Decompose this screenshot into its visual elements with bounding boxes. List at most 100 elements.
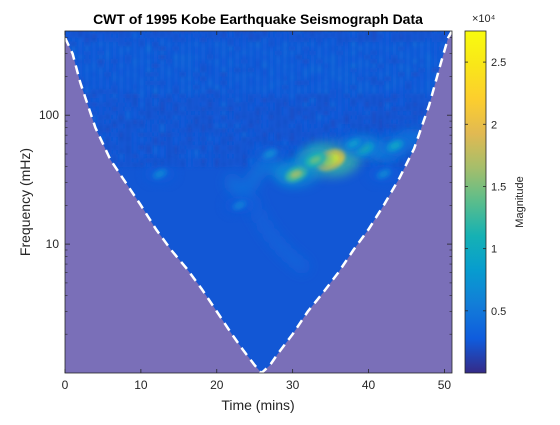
heatmap-cell (392, 93, 397, 99)
heatmap-cell (126, 123, 130, 129)
heatmap-cell (222, 31, 226, 34)
heatmap-cell (194, 127, 198, 133)
heatmap-cell (167, 97, 171, 103)
heatmap-cell (187, 41, 192, 47)
heatmap-cell (283, 84, 287, 90)
heatmap-cell (385, 76, 390, 81)
heatmap-cell (269, 132, 274, 137)
heatmap-cell (133, 101, 137, 107)
heatmap-cell (174, 114, 178, 120)
heatmap-cell (153, 144, 157, 150)
heatmap-cell (351, 50, 356, 55)
heatmap-cell (372, 71, 376, 77)
heatmap-cell (99, 32, 103, 38)
heatmap-cell (215, 119, 219, 124)
heatmap-cell (133, 67, 137, 73)
heatmap-cell (263, 67, 267, 73)
heatmap-cell (426, 88, 431, 94)
heatmap-cell (399, 37, 403, 43)
heatmap-cell (392, 63, 397, 68)
heatmap-cell (297, 54, 301, 60)
heatmap-cell (92, 97, 96, 103)
heatmap-cell (140, 101, 144, 107)
heatmap-cell (112, 114, 117, 120)
heatmap-cell (235, 67, 239, 73)
heatmap-cell (215, 153, 219, 159)
heatmap-cell (276, 37, 280, 43)
heatmap-cell (297, 67, 301, 73)
colorbar-tick-label: 2.5 (491, 57, 506, 69)
heatmap-cell (433, 50, 437, 55)
heatmap-cell (310, 58, 315, 64)
heatmap-cell (290, 37, 294, 43)
heatmap-cell (263, 50, 267, 55)
heatmap-cell (304, 54, 308, 60)
heatmap-cell (92, 80, 96, 86)
heatmap-cell (392, 114, 397, 120)
heatmap-cell (119, 157, 123, 163)
heatmap-cell (140, 97, 144, 103)
heatmap-cell (276, 84, 280, 90)
heatmap-cell (215, 123, 219, 129)
heatmap-cell (365, 106, 369, 111)
heatmap-cell (283, 80, 287, 86)
heatmap-cell (242, 58, 246, 64)
heatmap-cell (331, 76, 335, 81)
heatmap-cell (146, 71, 151, 77)
heatmap-cell (174, 93, 178, 99)
heatmap-cell (269, 140, 274, 146)
heatmap-cell (283, 97, 287, 103)
heatmap-cell (276, 71, 280, 77)
heatmap-cell (413, 119, 417, 124)
heatmap-cell (406, 153, 410, 159)
heatmap-cell (297, 149, 301, 155)
heatmap-cell (345, 76, 349, 81)
heatmap-cell (379, 132, 383, 137)
heatmap-cell (208, 136, 212, 142)
heatmap-cell (105, 41, 110, 47)
heatmap-cell (317, 110, 321, 116)
heatmap-cell (297, 50, 301, 55)
heatmap-cell (160, 132, 164, 137)
heatmap-cell (406, 84, 410, 90)
heatmap-cell (365, 114, 369, 120)
heatmap-cell (85, 67, 89, 73)
heatmap-cell (222, 136, 226, 142)
heatmap-cell (290, 140, 294, 146)
heatmap-cell (133, 63, 137, 68)
heatmap-cell (324, 37, 328, 43)
heatmap-cell (269, 76, 274, 81)
heatmap-cell (140, 93, 144, 99)
heatmap-cell (215, 58, 219, 64)
heatmap-cell (160, 50, 164, 55)
heatmap-cell (222, 140, 226, 146)
heatmap-cell (324, 119, 328, 124)
heatmap-cell (228, 84, 233, 90)
heatmap-cell (426, 84, 431, 90)
heatmap-cell (426, 37, 431, 43)
heatmap-cell (92, 101, 96, 107)
heatmap-cell (310, 127, 315, 133)
heatmap-cell (317, 63, 321, 68)
heatmap-cell (187, 97, 192, 103)
heatmap-cell (351, 37, 356, 43)
heatmap-cell (194, 45, 198, 51)
heatmap-cell (256, 84, 260, 90)
heatmap-cell (105, 76, 110, 81)
heatmap-cell (146, 45, 151, 51)
heatmap-cell (310, 80, 315, 86)
heatmap-cell (290, 84, 294, 90)
heatmap-cell (242, 140, 246, 146)
heatmap-cell (174, 31, 178, 34)
heatmap-cell (372, 58, 376, 64)
heatmap-cell (297, 32, 301, 38)
heatmap-cell (276, 54, 280, 60)
heatmap-cell (358, 50, 362, 55)
heatmap-cell (433, 37, 437, 43)
heatmap-cell (146, 76, 151, 81)
heatmap-cell (194, 162, 198, 167)
heatmap-cell (174, 101, 178, 107)
heatmap-cell (276, 136, 280, 142)
heatmap-cell (269, 114, 274, 120)
peak-core (265, 151, 275, 157)
